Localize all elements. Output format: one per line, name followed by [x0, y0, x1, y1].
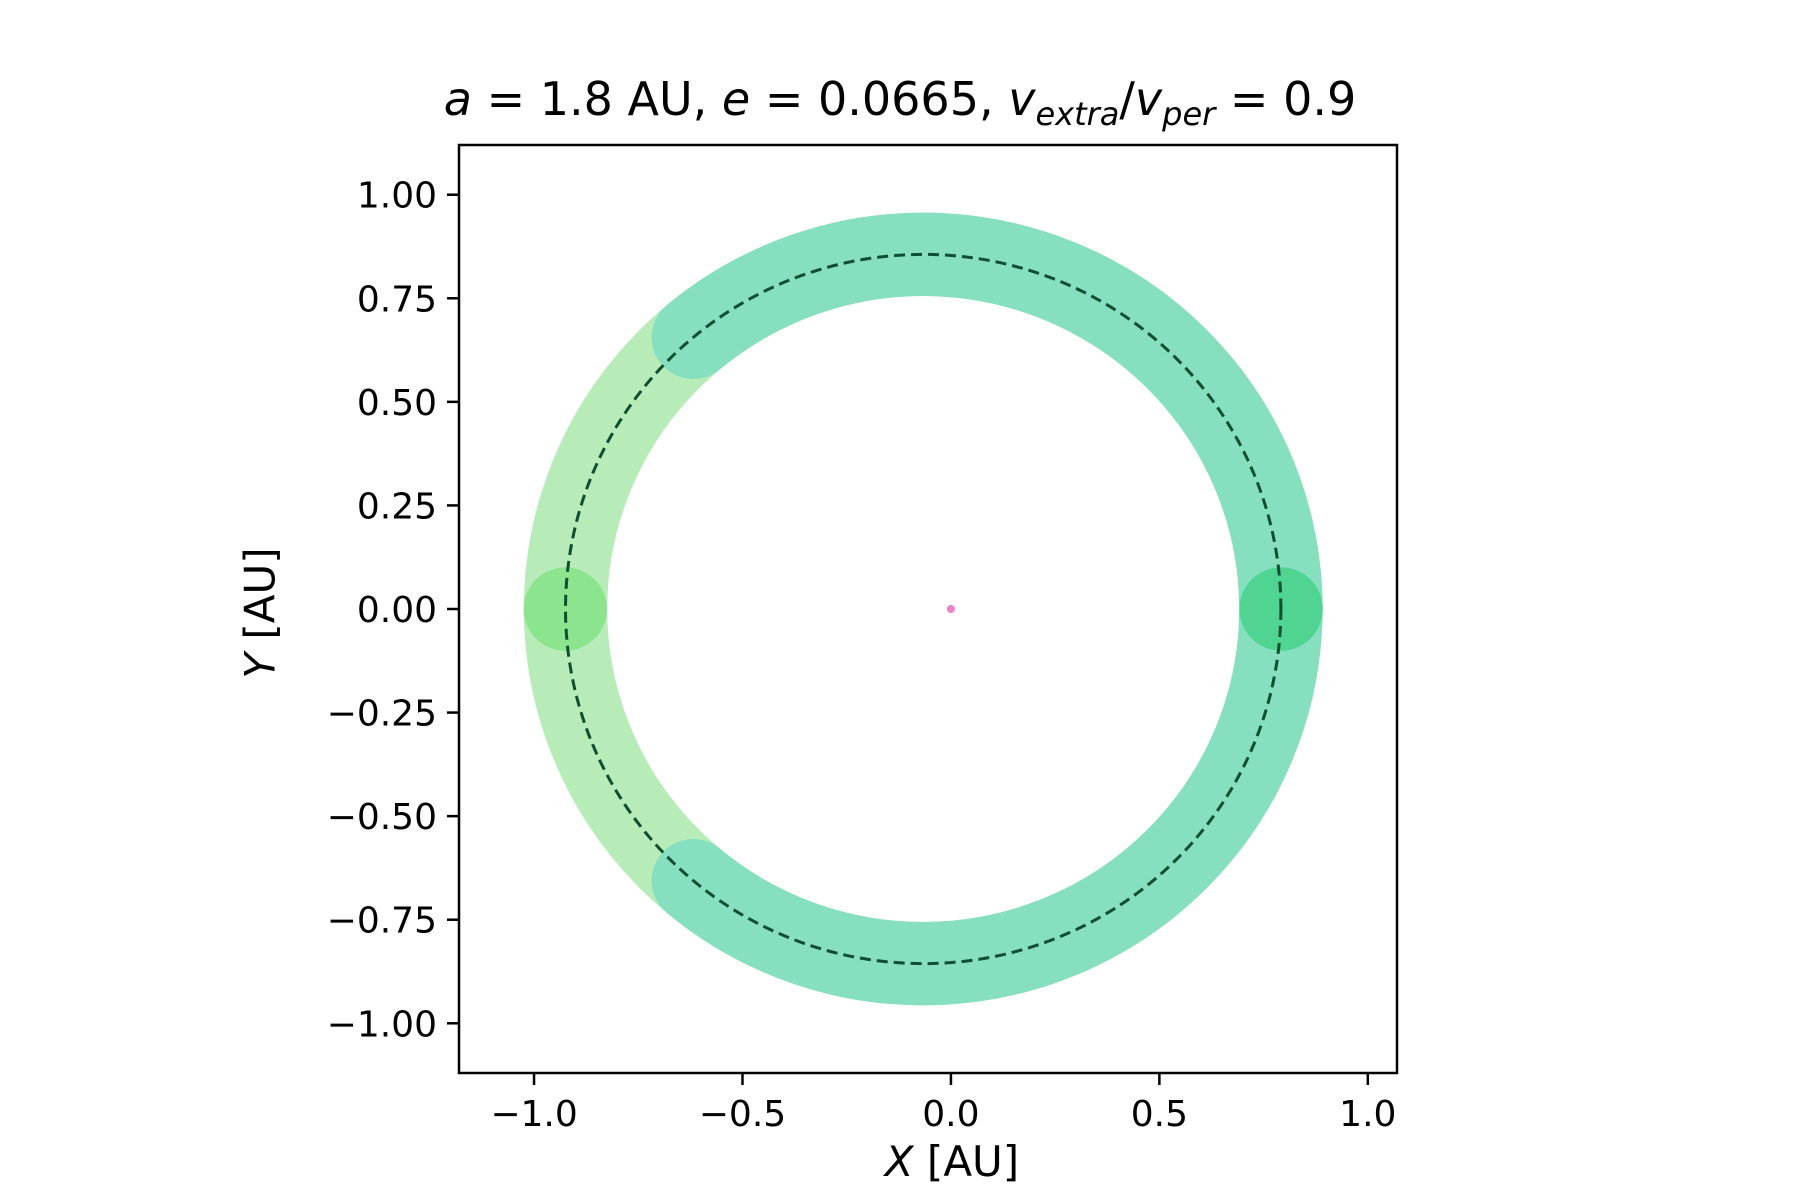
aphelion-marker: [523, 567, 607, 651]
y-tick-label: 0.00: [357, 590, 437, 631]
orbit-band-layer: [523, 212, 1323, 1006]
x-tick-label: −1.0: [490, 1094, 577, 1135]
x-tick-label: 0.0: [922, 1094, 979, 1135]
x-tick-label: 0.5: [1131, 1094, 1188, 1135]
orbit-band-perihelion-arc: [651, 212, 1323, 1006]
y-tick-label: −0.75: [327, 901, 437, 942]
x-axis-label: X [AU]: [884, 1137, 1020, 1186]
chart-title: a = 1.8 AU, e = 0.0665, vextra/vper = 0.…: [443, 72, 1357, 133]
y-tick-label: 0.25: [357, 486, 437, 527]
x-tick-label: −0.5: [699, 1094, 786, 1135]
y-tick-label: 0.75: [357, 279, 437, 320]
axis-ticks: −1.0 −0.5 0.0 0.5 1.0 1.00 0.75 0.50 0.25 0.00 −0.…: [327, 176, 1397, 1135]
y-tick-label: 1.00: [357, 176, 437, 217]
orbit-path-dashed: [564, 252, 1283, 966]
orbit-mark-layer: [523, 252, 1323, 966]
y-axis-label: Y [AU]: [235, 547, 285, 679]
y-tick-label: 0.50: [357, 383, 437, 424]
sun-marker: [946, 605, 955, 613]
y-tick-label: −0.25: [327, 694, 437, 735]
y-tick-label: −0.50: [327, 797, 437, 838]
x-tick-label: 1.0: [1339, 1094, 1396, 1135]
y-tick-label: −1.00: [327, 1004, 437, 1045]
